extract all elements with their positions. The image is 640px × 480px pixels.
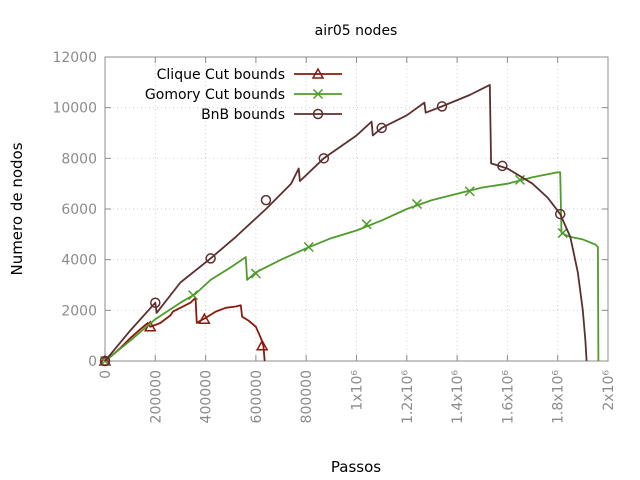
x-marker-stroke: [514, 174, 526, 185]
x-marker: [464, 186, 475, 197]
x-marker-stroke: [312, 88, 324, 100]
circle-marker: [205, 253, 216, 264]
y-tick-label: 4000: [61, 253, 97, 269]
circle-marker: [99, 355, 111, 367]
x-marker: [187, 290, 199, 301]
x-marker: [411, 198, 422, 209]
x-axis-title: Passos: [331, 458, 381, 476]
x-marker: [312, 88, 324, 100]
x-marker: [361, 219, 372, 230]
circle-marker: [497, 160, 508, 172]
x-tick-label: 1.2x10⁶: [400, 370, 416, 424]
x-marker: [250, 268, 261, 279]
x-marker-stroke: [411, 198, 422, 209]
x-marker-stroke: [187, 290, 199, 301]
legend-label: Gomory Cut bounds: [145, 87, 285, 103]
x-marker: [557, 228, 568, 239]
series-line: [104, 296, 266, 362]
x-marker-stroke: [361, 219, 372, 230]
x-marker: [514, 174, 526, 185]
y-tick-label: 12000: [52, 50, 97, 66]
x-marker-stroke: [303, 241, 314, 253]
x-marker: [303, 241, 314, 253]
x-tick-label: 600000: [249, 370, 265, 423]
circle-marker: [312, 108, 324, 120]
axis-ticks: 0 2000 4000 6000 8000 10000 12000 0 200000 400000…: [52, 50, 617, 424]
x-tick-label: 2x10⁶: [601, 370, 617, 411]
x-tick-label: 1.4x10⁶: [450, 370, 466, 424]
triangle-marker: [198, 312, 211, 324]
x-marker-stroke: [557, 228, 568, 239]
triangle-marker: [311, 67, 325, 79]
x-tick-label: 1x10⁶: [350, 370, 366, 411]
y-tick-label: 6000: [61, 202, 97, 218]
x-tick-label: 200000: [148, 370, 164, 423]
triangle-marker: [255, 339, 269, 351]
x-tick-label: 1.8x10⁶: [551, 370, 567, 424]
circle-marker: [318, 153, 330, 164]
legend: Clique Cut bounds Gomory Cut bounds BnB bo…: [145, 67, 342, 123]
x-marker-stroke: [464, 186, 475, 197]
x-tick-label: 0: [98, 370, 114, 379]
series-0: [98, 296, 269, 366]
series-line: [104, 171, 600, 362]
circle-marker: [260, 194, 272, 206]
chart-title: air05 nodes: [315, 23, 398, 39]
series-line: [104, 84, 588, 362]
legend-label: BnB bounds: [201, 107, 285, 123]
legend-label: Clique Cut bounds: [157, 67, 285, 83]
circle-marker: [150, 297, 161, 308]
series-2: [99, 84, 588, 367]
x-tick-label: 400000: [199, 370, 215, 423]
y-tick-label: 0: [88, 354, 97, 370]
circle-marker: [554, 208, 566, 220]
y-tick-label: 2000: [61, 303, 97, 319]
circle-marker: [376, 122, 387, 134]
y-tick-label: 8000: [61, 151, 97, 167]
y-tick-label: 10000: [52, 101, 97, 117]
x-marker-stroke: [250, 268, 261, 279]
series: [98, 84, 600, 367]
x-tick-label: 1.6x10⁶: [500, 370, 516, 424]
series-1: [99, 171, 600, 367]
circle-marker: [436, 101, 448, 112]
x-tick-label: 800000: [299, 370, 315, 423]
y-axis-title: Numero de nodos: [8, 142, 26, 275]
